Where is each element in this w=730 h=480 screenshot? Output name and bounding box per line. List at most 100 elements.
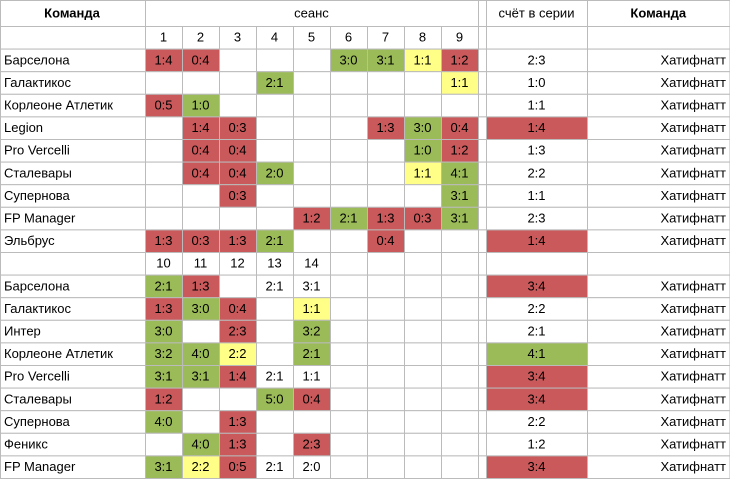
cell [441,432,479,457]
score: 1:3 [154,301,172,316]
cell [256,342,294,366]
score: 2:2 [228,346,246,361]
score: 3:0 [191,301,209,316]
score: 1:2 [450,52,468,67]
score: 2:0 [302,459,320,474]
cell [478,274,487,299]
score: 2:1 [154,278,172,293]
header-team: Команда [44,5,100,20]
cell [330,116,368,141]
cell [478,184,487,208]
cell [404,274,442,299]
score: 0:4 [228,143,246,158]
score: 1:4 [228,369,246,384]
series-score: 2:3 [527,52,545,67]
cell [441,387,479,412]
cell [256,48,294,73]
score: 0:3 [191,233,209,248]
cell [587,26,730,50]
series-score: 2:2 [527,301,545,316]
cell [486,252,588,276]
cell [441,93,479,118]
score: 4:0 [191,346,209,361]
session-number: 6 [345,30,352,45]
cell [330,455,368,479]
cell [330,365,368,389]
cell [330,71,368,95]
team-name: Супернова [4,414,71,429]
session-number: 8 [419,30,426,45]
cell [330,387,368,412]
cell [145,139,183,163]
session-number: 11 [194,256,208,271]
cell [145,161,183,186]
score: 2:1 [265,75,283,90]
cell [404,319,442,344]
score: 3:0 [339,52,357,67]
score: 4:1 [450,165,468,180]
series-score: 2:3 [527,211,545,226]
score: 1:4 [154,52,172,67]
cell [441,319,479,344]
score: 0:5 [228,459,246,474]
score: 0:4 [191,165,209,180]
score: 3:1 [450,188,468,203]
cell [293,184,331,208]
cell [145,71,183,95]
cell [367,432,405,457]
cell [0,26,146,50]
cell [367,455,405,479]
header-series: счёт в серии [499,5,575,20]
score: 3:1 [154,459,172,474]
cell [367,184,405,208]
series-score: 1:1 [527,188,545,203]
cell [293,410,331,434]
cell [219,274,257,299]
team-name: Корлеоне Атлетик [4,346,113,361]
cell [219,93,257,118]
score: 0:4 [302,391,320,406]
opponent-name: Хатифнатт [660,346,726,361]
series-score: 1:4 [527,233,545,248]
score: 1:4 [191,120,209,135]
cell [219,387,257,412]
score: 3:1 [376,52,394,67]
cell [256,206,294,231]
cell [367,274,405,299]
cell [293,116,331,141]
score: 0:4 [228,165,246,180]
cell [478,365,487,389]
score: 3:2 [154,346,172,361]
score: 1:1 [302,301,320,316]
cell [367,342,405,366]
session-number: 2 [197,30,204,45]
series-score: 1:2 [527,437,545,452]
score: 3:0 [154,324,172,339]
opponent-name: Хатифнатт [660,211,726,226]
cell [441,410,479,434]
cell [293,161,331,186]
cell [0,0,146,27]
cell [367,139,405,163]
score: 2:1 [265,459,283,474]
team-name: Legion [4,120,43,135]
cell [404,455,442,479]
score: 2:1 [265,369,283,384]
cell [330,274,368,299]
cell [330,342,368,366]
cell [367,161,405,186]
cell [293,71,331,95]
series-score: 3:4 [527,278,545,293]
cell [404,93,442,118]
score: 1:3 [228,233,246,248]
cell [404,229,442,253]
score: 1:3 [228,414,246,429]
cell [441,274,479,299]
score: 5:0 [265,391,283,406]
team-name: FP Manager [4,211,76,226]
cell [587,252,730,276]
score: 3:1 [302,278,320,293]
score: 2:2 [191,459,209,474]
series-score: 1:3 [527,143,545,158]
cell [478,410,487,434]
